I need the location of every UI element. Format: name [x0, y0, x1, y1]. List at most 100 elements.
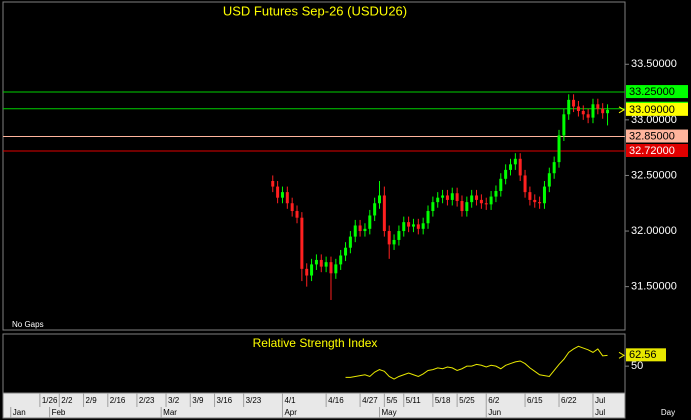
x-tick-label: 3/23 — [246, 396, 262, 405]
candle-body — [271, 181, 275, 187]
level-label: 32.85000 — [629, 130, 675, 142]
candle-body — [460, 201, 464, 212]
candle-body — [436, 197, 440, 203]
y-tick-label: 32.50000 — [631, 169, 677, 181]
level-label-box — [626, 143, 688, 157]
x-tick-label: 4/27 — [362, 396, 378, 405]
rsi-line — [345, 345, 608, 380]
x-tick-label: 6/15 — [527, 396, 543, 405]
candle-body — [508, 164, 512, 170]
level-label: 32.72000 — [629, 145, 675, 157]
annotation: No Gaps — [12, 320, 44, 329]
y-tick-label: 31.50000 — [631, 281, 677, 293]
date-axis — [2, 392, 626, 419]
y-tick-label: 50 — [631, 360, 643, 372]
candle-body — [470, 195, 474, 203]
price-panel-frame — [2, 1, 626, 331]
candle-body — [557, 135, 561, 163]
candle-body — [581, 110, 585, 115]
y-tick-label: 33.50000 — [631, 58, 677, 70]
candle-body — [426, 211, 430, 224]
x-tick-label: 2/23 — [139, 396, 155, 405]
candle-body — [290, 203, 294, 212]
candle-body — [538, 202, 542, 204]
candle-body — [489, 196, 493, 205]
candle-body — [334, 264, 338, 274]
candle-body — [567, 99, 571, 115]
candle-body — [431, 202, 435, 212]
candle-body — [445, 195, 449, 200]
last-price-arrow — [618, 106, 625, 114]
candle-body — [450, 193, 454, 200]
rsi-last-arrow — [618, 351, 625, 359]
x-tick-label: 6/2 — [488, 396, 500, 405]
x-tick-label: 2/9 — [86, 396, 98, 405]
x-tick-label: 3/9 — [192, 396, 204, 405]
last-price-box — [626, 102, 688, 116]
candle-body — [295, 211, 299, 218]
candle-body — [528, 192, 532, 200]
x-tick-label: 2/16 — [110, 396, 126, 405]
candle-body — [542, 186, 546, 204]
x-tick-label: 5/5 — [386, 396, 398, 405]
candle-body — [368, 215, 372, 229]
rsi-title: Relative Strength Index — [253, 336, 378, 350]
last-price-label: 33.09000 — [629, 104, 675, 116]
candle-body — [411, 224, 415, 227]
x-tick-label: 5/11 — [406, 396, 422, 405]
month-label: Apr — [284, 408, 297, 417]
candle-body — [596, 104, 600, 109]
candle-body — [523, 175, 527, 193]
rsi-last-label: 62.56 — [629, 349, 657, 361]
candle-body — [494, 191, 498, 197]
candle-body — [300, 217, 304, 269]
candle-body — [324, 262, 328, 267]
candle-body — [276, 186, 280, 198]
candle-body — [392, 239, 396, 245]
candle-body — [562, 114, 566, 136]
candle-body — [601, 108, 605, 114]
candle-body — [484, 203, 488, 205]
y-tick-label: 33.00000 — [631, 114, 677, 126]
x-tick-label: 4/16 — [328, 396, 344, 405]
candle-body — [606, 109, 610, 114]
candle-body — [572, 99, 576, 107]
month-label: Jul — [595, 408, 605, 417]
x-tick-label: Jul — [595, 396, 605, 405]
candle-body — [377, 195, 381, 204]
level-label-box — [626, 85, 688, 99]
x-tick-label: 5/25 — [459, 396, 475, 405]
candle-body — [363, 228, 367, 232]
candle-body — [397, 231, 401, 240]
x-unit-label: Day — [661, 408, 675, 417]
candle-body — [441, 195, 445, 198]
month-label: Feb — [52, 408, 66, 417]
level-label-box — [626, 129, 688, 143]
month-label: Mar — [163, 408, 177, 417]
candle-body — [475, 195, 479, 200]
candle-body — [402, 222, 406, 232]
x-tick-label: 6/22 — [561, 396, 577, 405]
candle-body — [518, 158, 522, 176]
candle-body — [387, 231, 391, 245]
candle-body — [319, 259, 323, 267]
candle-body — [533, 199, 537, 203]
month-label: Jun — [488, 408, 501, 417]
chart-title: USD Futures Sep-26 (USDU26) — [223, 3, 407, 18]
candle-body — [576, 106, 580, 111]
x-tick-label: 4/1 — [284, 396, 296, 405]
candle-body — [344, 247, 348, 256]
candle-body — [407, 222, 411, 227]
x-tick-label: 2/2 — [61, 396, 73, 405]
candle-body — [513, 158, 517, 165]
x-tick-label: 3/2 — [168, 396, 180, 405]
candle-body — [416, 224, 420, 229]
candle-body — [285, 192, 289, 204]
candle-body — [280, 192, 284, 198]
candle-body — [591, 104, 595, 118]
candle-body — [373, 203, 377, 216]
candle-body — [358, 225, 362, 232]
level-label: 33.25000 — [629, 86, 675, 98]
candle-body — [305, 268, 309, 276]
